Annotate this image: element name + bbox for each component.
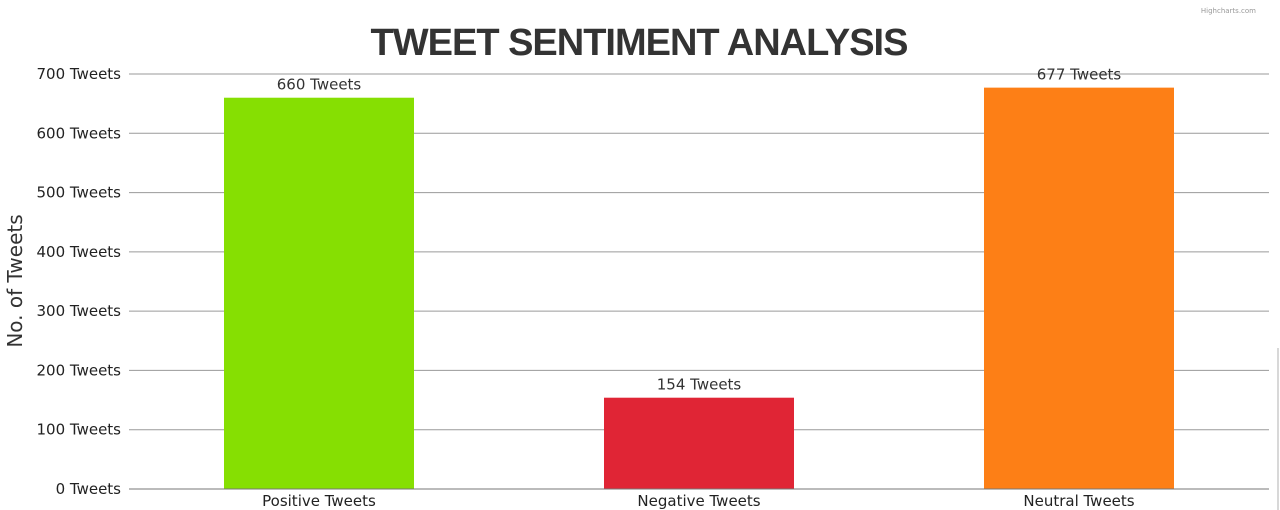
x-tick-label: Neutral Tweets [1023,492,1134,510]
chart-title: TWEET SENTIMENT ANALYSIS [371,22,908,64]
y-tick-label: 300 Tweets [37,302,122,320]
bar[interactable] [224,97,414,489]
x-tick-label: Positive Tweets [262,492,376,510]
credits-label[interactable]: Highcharts.com [1201,7,1256,15]
y-tick-label: 100 Tweets [37,421,122,439]
y-tick-label: 600 Tweets [37,124,122,142]
y-tick-label: 500 Tweets [37,184,122,202]
bars [224,87,1174,489]
y-tick-label: 400 Tweets [37,243,122,261]
y-axis-label: No. of Tweets [3,214,27,347]
bar[interactable] [984,87,1174,489]
y-tick-label: 200 Tweets [37,361,122,379]
y-tick-label: 700 Tweets [37,65,122,83]
y-axis-ticks: 0 Tweets 100 Tweets 200 Tweets 300 Tweets 40… [37,65,122,498]
data-label: 660 Tweets [277,76,362,94]
data-label: 677 Tweets [1037,66,1122,84]
x-tick-label: Negative Tweets [637,492,760,510]
x-axis-ticks: Positive Tweets Negative Tweets Neutral Tw… [262,492,1135,510]
y-tick-label: 0 Tweets [56,480,122,498]
data-label: 154 Tweets [657,376,742,394]
bar[interactable] [604,397,794,489]
data-labels: 660 Tweets 154 Tweets 677 Tweets [277,66,1122,394]
